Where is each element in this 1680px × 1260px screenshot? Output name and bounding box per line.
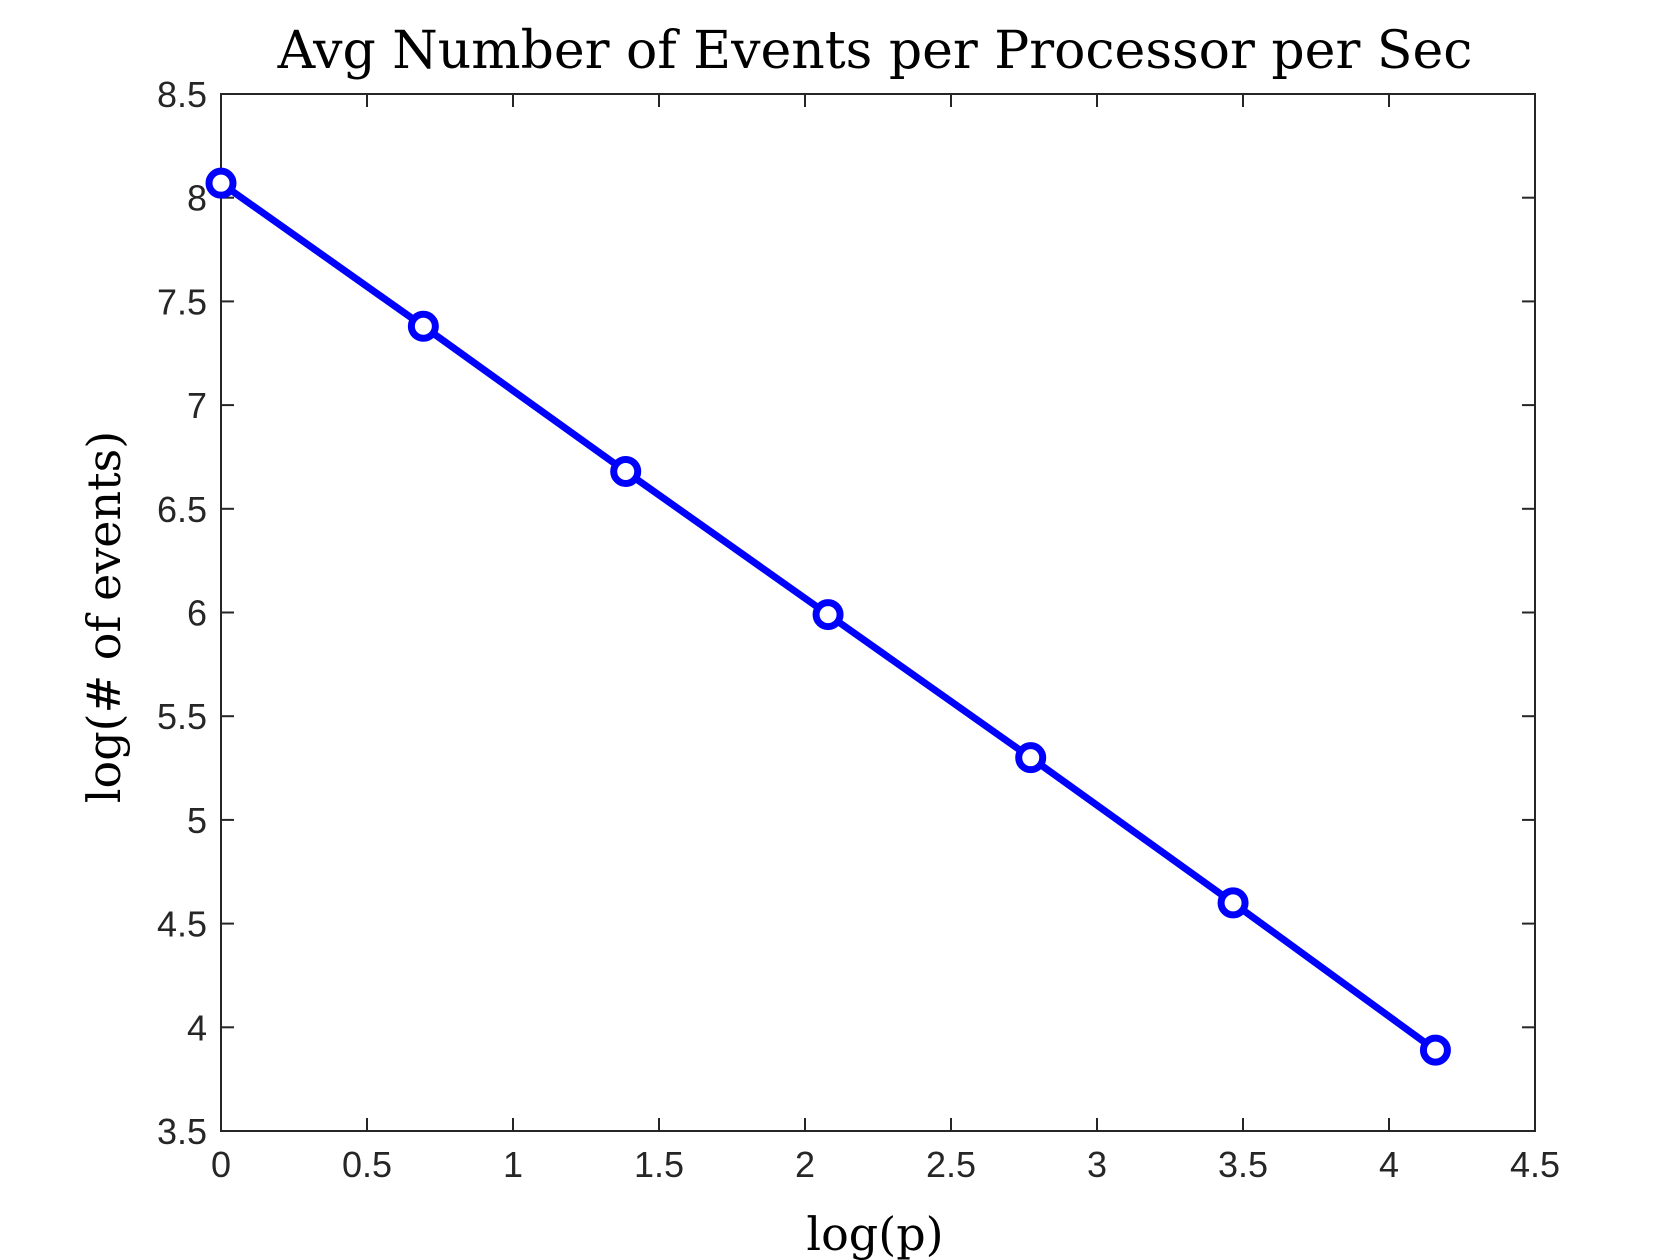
y-tick-label: 4 — [187, 1007, 207, 1048]
y-tick-label: 6 — [187, 593, 207, 634]
data-point-marker — [610, 455, 642, 487]
x-tick-label: 3 — [1087, 1144, 1107, 1185]
y-axis-tick-labels: 3.5 4 4.5 5 5.5 6 6.5 7 7.5 8 8.5 — [157, 74, 207, 1152]
y-tick-label: 4.5 — [157, 904, 207, 945]
x-tick-label: 4.5 — [1510, 1144, 1560, 1185]
x-tick-label: 2.5 — [926, 1144, 976, 1185]
series-layer — [205, 167, 1451, 1066]
x-axis-tick-labels: 0 0.5 1 1.5 2 2.5 3 3.5 4 4.5 — [211, 1144, 1560, 1185]
y-tick-label: 3.5 — [157, 1111, 207, 1152]
data-point-marker — [812, 599, 844, 631]
data-point-marker — [1015, 742, 1047, 774]
plot-area: 0 0.5 1 1.5 2 2.5 3 3.5 4 4.5 3.5 4 4.5 5 5.5 6 6.5 7 7.5… — [157, 74, 1560, 1185]
y-tick-label: 5 — [187, 800, 207, 841]
y-axis-label: log(# of events) — [77, 431, 131, 803]
y-tick-label: 8 — [187, 178, 207, 219]
x-tick-label: 1 — [503, 1144, 523, 1185]
x-tick-label: 3.5 — [1218, 1144, 1268, 1185]
y-tick-label: 5.5 — [157, 696, 207, 737]
y-tick-label: 8.5 — [157, 74, 207, 115]
x-tick-label: 0 — [211, 1144, 231, 1185]
data-point-marker — [1419, 1034, 1451, 1066]
data-point-marker — [407, 310, 439, 342]
x-tick-label: 0.5 — [342, 1144, 392, 1185]
x-axis-label: log(p) — [806, 1207, 943, 1260]
x-tick-label: 1.5 — [634, 1144, 684, 1185]
chart-title: Avg Number of Events per Processor per S… — [277, 21, 1473, 81]
x-tick-label: 2 — [795, 1144, 815, 1185]
y-tick-label: 7 — [187, 385, 207, 426]
data-point-marker — [1217, 887, 1249, 919]
data-point-marker — [205, 167, 237, 199]
y-tick-label: 6.5 — [157, 489, 207, 530]
x-tick-label: 4 — [1379, 1144, 1399, 1185]
y-tick-label: 7.5 — [157, 281, 207, 322]
axis-ticks — [220, 93, 1536, 1132]
